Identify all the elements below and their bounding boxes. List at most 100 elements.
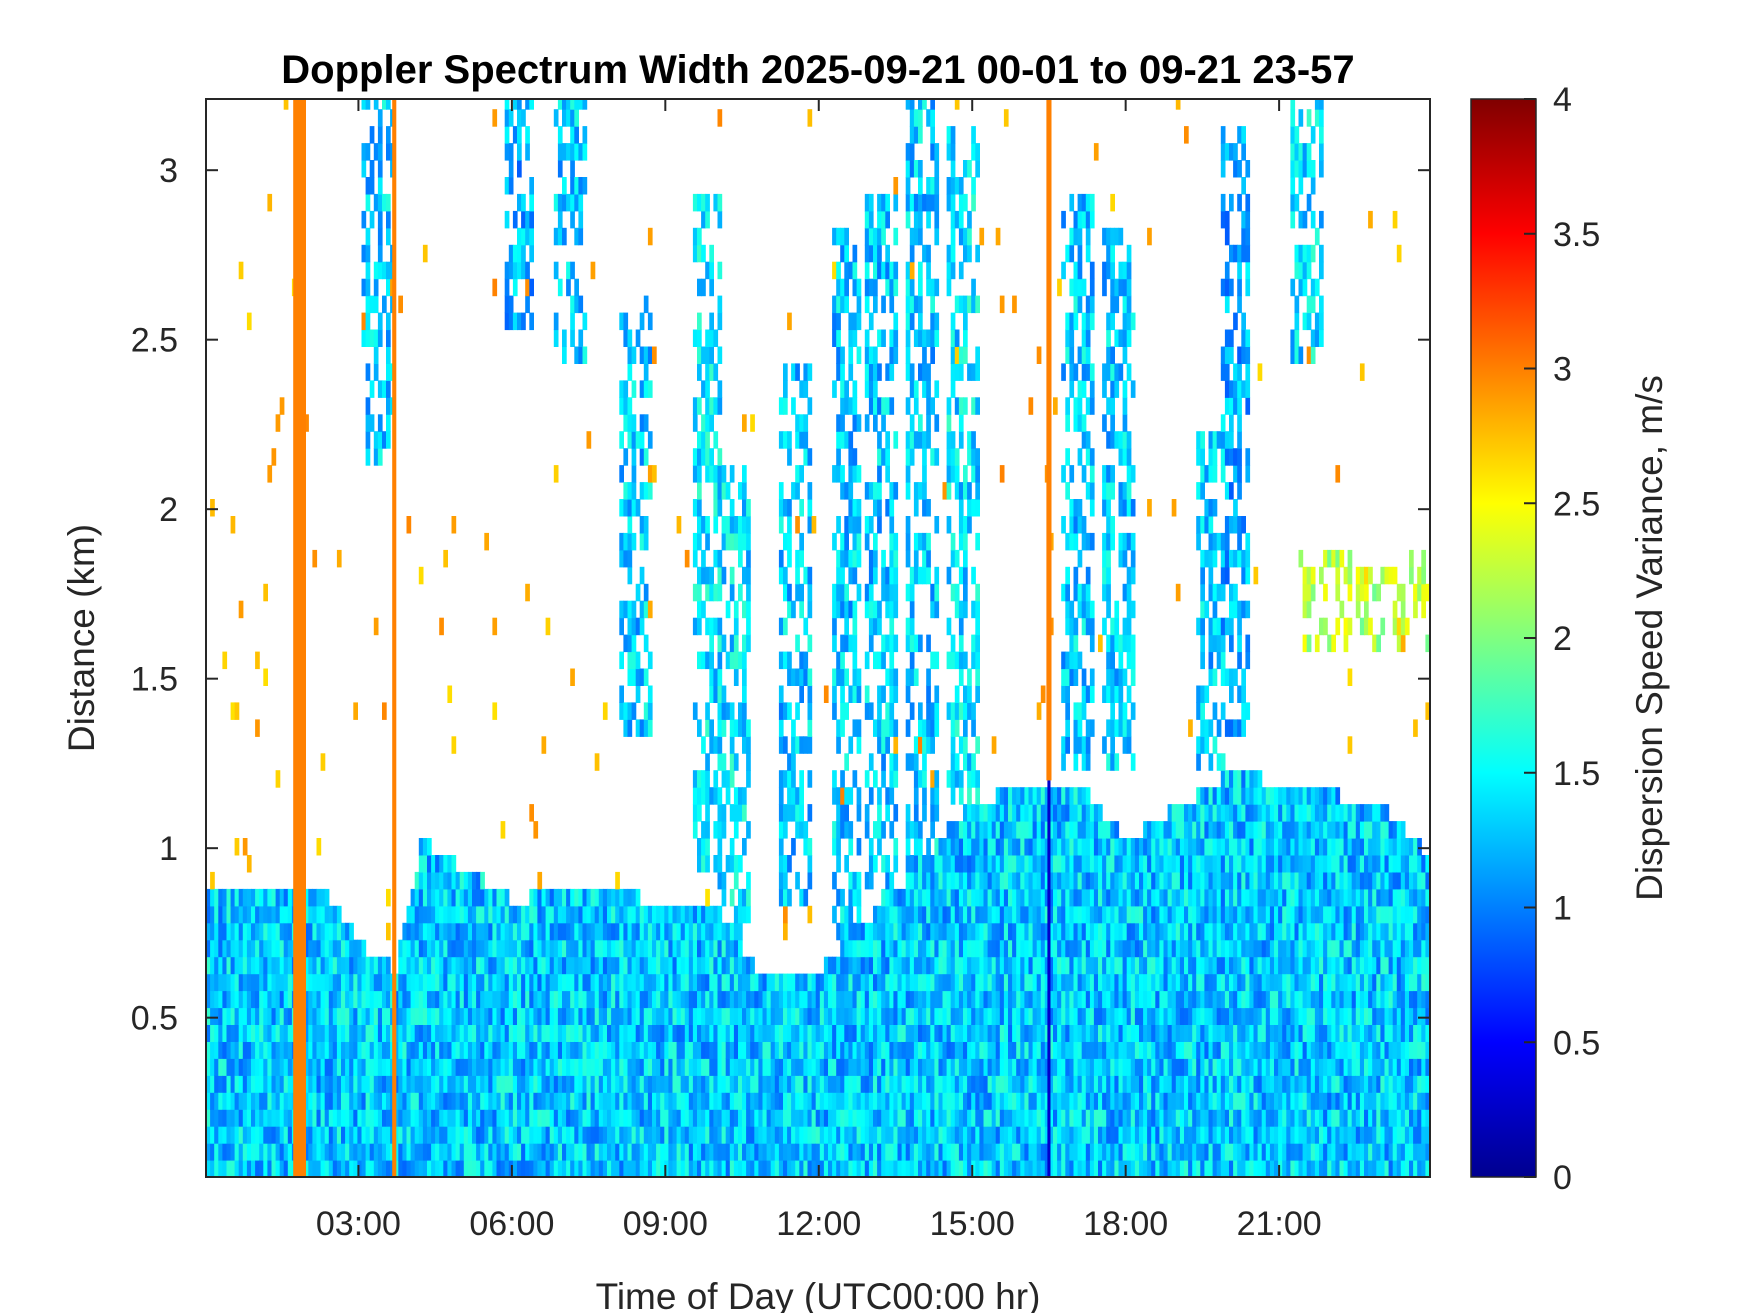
heatmap-cell — [746, 736, 751, 754]
heatmap-cell — [1040, 685, 1046, 703]
heatmap-cell — [963, 329, 968, 347]
heatmap-cell — [807, 804, 813, 822]
heatmap-cell — [848, 838, 854, 856]
heatmap-cell — [267, 1058, 273, 1076]
heatmap-cell — [451, 973, 457, 992]
heatmap-cell — [369, 329, 375, 347]
heatmap-cell — [877, 261, 882, 280]
heatmap-cell — [697, 973, 702, 992]
heatmap-cell — [1040, 956, 1046, 975]
heatmap-cell — [819, 1126, 825, 1144]
heatmap-cell — [840, 990, 845, 1009]
heatmap-cell — [287, 1160, 293, 1177]
heatmap-cell — [242, 1024, 248, 1042]
heatmap-cell — [868, 1126, 874, 1144]
heatmap-cell — [418, 566, 424, 585]
heatmap-cell — [1032, 973, 1038, 992]
heatmap-cell — [345, 1092, 350, 1110]
heatmap-cell — [521, 1041, 526, 1059]
heatmap-cell — [541, 990, 547, 1009]
heatmap-cell — [701, 1041, 706, 1059]
heatmap-cell — [1028, 1143, 1034, 1161]
heatmap-cell — [774, 1092, 780, 1110]
heatmap-cell — [537, 1143, 543, 1161]
heatmap-cell — [909, 1160, 915, 1177]
heatmap-cell — [778, 888, 784, 907]
heatmap-cell — [934, 227, 940, 246]
heatmap-cell — [427, 1007, 432, 1025]
heatmap-cell — [566, 905, 571, 924]
heatmap-cell — [537, 888, 543, 907]
heatmap-cell — [382, 1160, 387, 1177]
heatmap-cell — [733, 956, 739, 975]
heatmap-cell — [705, 821, 710, 839]
heatmap-cell — [803, 1007, 809, 1025]
heatmap-cell — [353, 1041, 358, 1059]
heatmap-cell — [570, 193, 575, 212]
heatmap-cell — [807, 871, 813, 890]
heatmap-cell — [778, 821, 784, 839]
heatmap-cell — [287, 905, 293, 924]
heatmap-cell — [934, 871, 940, 890]
heatmap-cell — [521, 1075, 526, 1093]
heatmap-cell — [995, 1092, 1001, 1110]
heatmap-cell — [529, 177, 534, 195]
heatmap-cell — [692, 448, 698, 466]
heatmap-cell — [770, 1160, 776, 1177]
heatmap-cell — [308, 905, 313, 924]
heatmap-cell — [709, 346, 714, 364]
heatmap-cell — [697, 1007, 702, 1025]
heatmap-cell — [729, 1058, 735, 1076]
heatmap-cell — [283, 1007, 289, 1025]
heatmap-cell — [864, 227, 870, 246]
heatmap-cell — [795, 583, 800, 602]
heatmap-cell — [422, 1058, 428, 1076]
heatmap-cell — [1024, 1092, 1030, 1110]
heatmap-cell — [881, 414, 886, 432]
heatmap-cell — [848, 1143, 854, 1161]
heatmap-cell — [913, 329, 919, 347]
heatmap-cell — [639, 1041, 645, 1059]
heatmap-cell — [909, 939, 915, 958]
heatmap-cell — [803, 363, 809, 381]
heatmap-cell — [578, 1075, 584, 1093]
heatmap-cell — [1003, 956, 1009, 975]
heatmap-cell — [602, 956, 608, 975]
heatmap-cell — [406, 1109, 412, 1127]
heatmap-cell — [218, 1058, 223, 1076]
heatmap-cell — [406, 1075, 412, 1093]
heatmap-cell — [557, 160, 563, 178]
heatmap-cell — [1040, 1058, 1046, 1076]
heatmap-cell — [770, 1007, 776, 1025]
heatmap-cell — [1008, 1075, 1013, 1093]
heatmap-cell — [386, 973, 391, 992]
heatmap-cell — [504, 210, 510, 229]
heatmap-cell — [950, 990, 956, 1009]
heatmap-cell — [975, 1143, 980, 1161]
heatmap-cell — [529, 1143, 534, 1161]
heatmap-cell — [647, 312, 653, 331]
heatmap-cell — [840, 431, 845, 449]
heatmap-cell — [725, 770, 731, 788]
heatmap-cell — [598, 973, 604, 992]
heatmap-cell — [1020, 1160, 1025, 1177]
heatmap-cell — [717, 787, 723, 805]
heatmap-cell — [570, 1143, 575, 1161]
heatmap-cell — [680, 1143, 686, 1161]
heatmap-cell — [1012, 888, 1017, 907]
heatmap-cell — [259, 956, 264, 975]
heatmap-cell — [1028, 956, 1034, 975]
heatmap-cell — [873, 1075, 878, 1093]
heatmap-cell — [909, 448, 915, 466]
heatmap-cell — [860, 1092, 866, 1110]
heatmap-cell — [905, 99, 911, 110]
heatmap-cell — [435, 990, 440, 1009]
heatmap-cell — [877, 1024, 882, 1042]
heatmap-cell — [967, 1092, 972, 1110]
heatmap-cell — [619, 312, 624, 331]
heatmap-cell — [963, 583, 968, 602]
heatmap-cell — [942, 1109, 948, 1127]
heatmap-cell — [807, 1126, 813, 1144]
heatmap-cell — [386, 956, 391, 975]
heatmap-cell — [733, 1126, 739, 1144]
